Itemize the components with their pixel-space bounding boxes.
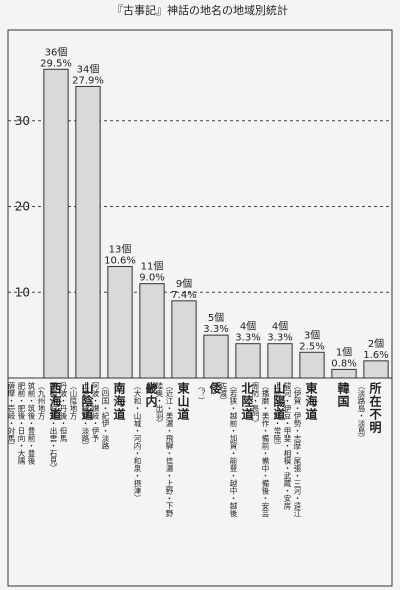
bar [331,368,357,379]
category-note: （？） [197,382,206,405]
category-note: 周防・長門） [251,382,260,427]
category-note: （四国・紀伊・淡路 [101,382,110,450]
value-label: 5個 [208,311,224,324]
bar [203,334,229,379]
frame [7,29,393,587]
share-label: 3.3% [203,324,228,335]
category-name: 所在不明 [368,382,382,434]
category-name: 東海道 [304,382,318,421]
category-note: 薩摩・壱岐・対馬） [7,382,16,450]
category-note: 陸奥・出羽） [155,382,164,427]
category-label: 東山道 （近江・美濃・飛騨・信濃・上野・下野 陸奥・出羽） [155,382,192,582]
value-label: 4個 [240,320,256,333]
category-note: 土佐・紀伊・淡路） [81,382,90,450]
category-note: 佐渡） [219,382,228,405]
bar [139,283,165,379]
category-note: 因幡・伯耆・出雲・石見） [49,382,58,472]
category-name: 西海道 [48,382,62,421]
value-label: 2個 [368,337,384,350]
category-label: 倭（？） [197,382,224,582]
category-note: 肥前・肥後・日向・大隅 [17,382,26,465]
category-label: 北陸道 （若狭・越前・加賀・能登・越中・越後 佐渡） [219,382,256,582]
share-label: 29.5% [40,58,72,69]
category-label: 西海道 （九州地方 筑前・筑後・豊前・豊後 肥前・肥後・日向・大隅 薩摩・壱岐・対馬） [7,382,64,582]
category-label: 東海道 （伊賀・伊勢・志摩・尾張・三河・遠江 駿河・伊豆・甲斐・相模・武蔵・安房 上総… [273,382,320,582]
category-name: 畿内 [144,382,158,408]
category-label: 畿内 （大和・山城・河内・和泉・摂津） [133,382,160,582]
share-label: 2.5% [299,341,324,352]
share-label: 9.0% [139,273,164,284]
category-name: 南海道 [112,382,126,421]
bar [235,343,261,379]
chart-title: 『古事記』神話の地名の地域別統計 [112,3,288,17]
category-name: 韓国 [336,382,350,408]
bar [43,68,69,379]
value-label: 34個 [77,62,100,75]
category-note: （淡路島・淡島） [357,382,366,442]
share-label: 3.3% [235,333,260,344]
bar [299,351,325,379]
bar [171,300,197,379]
share-label: 27.9% [72,75,104,86]
category-note: （九州地方 [37,382,46,420]
value-label: 9個 [176,277,192,290]
share-label: 1.6% [363,350,388,361]
category-name: 山陽道 [272,382,286,421]
category-name: 倭 [208,382,222,395]
category-label: 山陰道 （山陰地方 丹波・丹後・但馬 因幡・伯耆・出雲・石見） [49,382,96,582]
share-label: 7.4% [171,290,196,301]
value-label: 1個 [336,345,352,358]
category-note: 丹波・丹後・但馬 [59,382,68,442]
category-note: 阿波・讃岐・伊予 [91,382,100,442]
category-name: 北陸道 [240,382,254,421]
value-label: 13個 [109,243,132,256]
category-note: （山陰地方 [69,382,78,420]
category-note: 駿河・伊豆・甲斐・相模・武蔵・安房 [283,382,292,510]
value-label: 36個 [45,45,68,58]
category-note: （伊賀・伊勢・志摩・尾張・三河・遠江 [293,382,302,517]
category-note: （若狭・越前・加賀・能登・越中・越後 [229,382,238,517]
category-note: （大和・山城・河内・和泉・摂津） [133,382,142,502]
category-note: （播磨・美作・備前・備中・備後・安芸 [261,382,270,517]
share-label: 0.8% [331,358,356,369]
bar [75,85,101,379]
category-note: （近江・美濃・飛騨・信濃・上野・下野 [165,382,174,517]
category-label: 韓国 [335,382,352,582]
bar [363,360,389,379]
category-note: 筑前・筑後・豊前・豊後 [27,382,36,465]
share-label: 3.3% [267,333,292,344]
category-note: 上総・下総・常陸） [273,382,282,450]
share-label: 10.6% [104,256,136,267]
category-label: 所在不明 （淡路島・淡島） [357,382,384,582]
bar [107,266,133,379]
value-label: 11個 [141,260,164,273]
bar [267,343,293,379]
category-label: 山陽道 （播磨・美作・備前・備中・備後・安芸 周防・長門） [251,382,288,582]
category-label: 南海道 （四国・紀伊・淡路 阿波・讃岐・伊予 土佐・紀伊・淡路） [81,382,128,582]
value-label: 4個 [272,320,288,333]
value-label: 3個 [304,328,320,341]
category-name: 山陰道 [80,382,94,421]
category-name: 東山道 [176,382,190,421]
